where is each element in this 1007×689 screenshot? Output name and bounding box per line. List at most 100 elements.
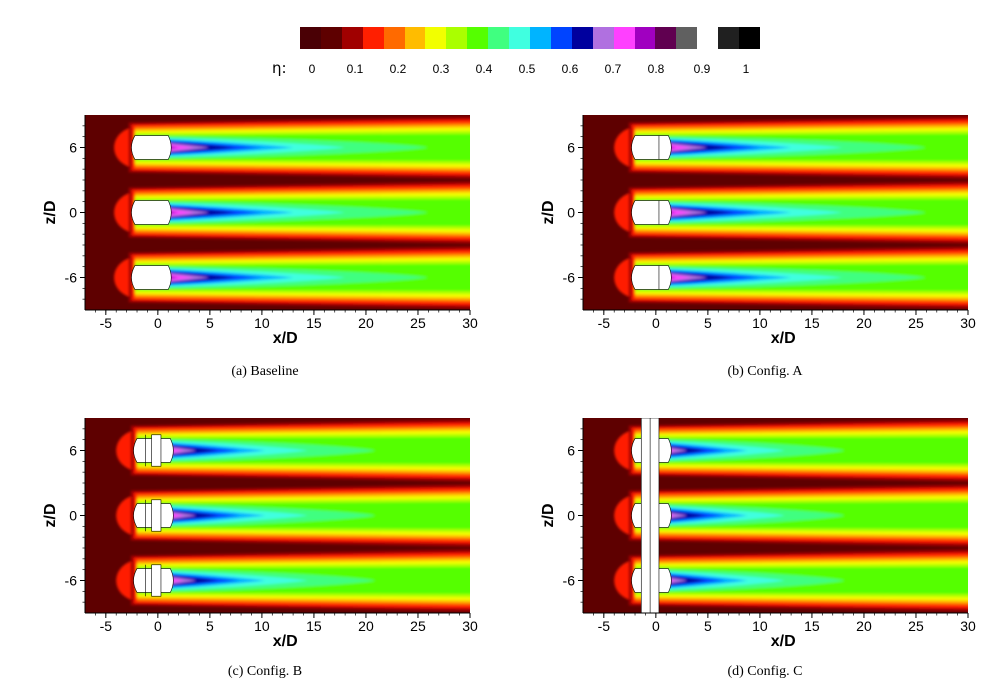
colorbar-swatch [320,27,343,49]
contour-plot-svg: -5 0 5 10 15 20 25 30 6 0 -6 x/D z/D [42,115,478,347]
y-tick-label: 0 [69,508,77,524]
colorbar-tick-label: 1 [742,62,750,76]
x-axis-label: x/D [273,330,298,347]
x-tick-label: 25 [410,315,426,331]
y-tick-label: 6 [567,443,575,459]
x-axis-label: x/D [771,633,796,650]
cooling-hole [631,135,672,160]
x-tick-label: 5 [206,315,214,331]
cooling-hole [131,135,172,160]
colorbar-swatch [613,27,636,49]
jet-wake [614,246,968,309]
x-tick-label: -5 [100,618,113,634]
panel-config-a: -5 0 5 10 15 20 25 30 6 0 -6 x/D z/D [528,108,1007,358]
contour-field [85,418,470,613]
colorbar-tick-label: 0.1 [346,62,364,76]
colorbar-swatch [362,27,385,49]
x-tick-label: -5 [100,315,113,331]
x-tick-label: 5 [206,618,214,634]
x-tick-label: -5 [598,315,611,331]
colorbar-tick-label: 0.8 [647,62,665,76]
x-tick-label: 25 [410,618,426,634]
jet-wake [116,419,470,482]
cooling-hole [131,200,172,225]
x-tick-label: 15 [804,618,820,634]
y-tick-label: 0 [567,508,575,524]
jet-wake [614,419,968,482]
y-tick-label: -6 [65,270,78,286]
axes: -5 0 5 10 15 20 25 30 6 0 -6 x/D z/D [42,115,478,347]
colorbar-swatch [488,27,510,49]
x-tick-label: 20 [856,618,872,634]
jet-wake [114,181,470,244]
x-axis-label: x/D [273,633,298,650]
x-tick-label: 15 [306,618,322,634]
colorbar-tick-label: 0.2 [389,62,407,76]
colorbar-swatch [509,27,531,49]
x-tick-label: 25 [908,618,924,634]
y-tick-label: -6 [65,573,78,589]
caption-config-c: (d) Config. C [727,664,803,679]
colorbar-tick-label: 0.7 [604,62,622,76]
colorbar-swatch [446,27,468,49]
x-tick-label: 0 [154,315,162,331]
y-axis-label: z/D [540,504,557,528]
colorbar-swatch [634,27,656,49]
x-tick-label: -5 [598,618,611,634]
y-axis-label: z/D [42,201,59,225]
colorbar-swatch [425,27,447,49]
jet-wake [116,484,470,547]
colorbar-swatch [676,27,698,49]
upstream-ramp [151,434,162,467]
colorbar-variable-label: η: [272,59,287,77]
x-tick-label: 10 [752,315,768,331]
x-tick-label: 0 [652,315,660,331]
x-tick-label: 20 [358,618,374,634]
colorbar-swatch [739,27,761,49]
contour-plot-svg: -5 0 5 10 15 20 25 30 6 0 -6 x/D z/D [42,418,478,650]
x-tick-label: 20 [358,315,374,331]
colorbar-swatch [655,27,677,49]
colorbar-legend: η: 0 0.1 0.2 0.3 0.4 0.5 0.6 0.7 0.8 0.9 1 [272,27,761,87]
jet-wake [614,484,968,547]
jet-wake [114,246,470,309]
cooling-hole [631,200,672,225]
colorbar-swatch [467,27,489,49]
contour-field [583,418,968,613]
x-axis-label: x/D [771,330,796,347]
colorbar-swatch [300,27,322,49]
x-tick-label: 30 [960,315,976,331]
axes: -5 0 5 10 15 20 25 30 6 0 -6 x/D z/D [42,418,478,650]
x-tick-label: 10 [254,618,270,634]
axes: -5 0 5 10 15 20 25 30 6 0 -6 x/D z/D [540,418,976,650]
y-tick-label: 6 [567,140,575,156]
y-tick-label: 6 [69,443,77,459]
x-tick-label: 30 [462,618,478,634]
colorbar-tick-label: 0.5 [518,62,536,76]
colorbar-swatch [592,27,615,49]
panel-config-c: -5 0 5 10 15 20 25 30 6 0 -6 x/D z/D [528,411,1007,661]
x-tick-label: 15 [804,315,820,331]
colorbar-tick-label: 0.6 [561,62,579,76]
upstream-ramp [151,499,162,532]
contour-plot-svg: -5 0 5 10 15 20 25 30 6 0 -6 x/D z/D [540,115,976,347]
colorbar-swatch [341,27,364,49]
y-tick-label: 0 [567,205,575,221]
x-tick-label: 10 [752,618,768,634]
x-tick-label: 5 [704,618,712,634]
axes: -5 0 5 10 15 20 25 30 6 0 -6 x/D z/D [540,115,976,347]
y-axis-label: z/D [42,504,59,528]
cooling-hole [631,265,672,290]
contour-field [85,115,470,310]
x-tick-label: 15 [306,315,322,331]
colorbar-swatch [383,27,406,49]
colorbar-tick-label: 0.3 [432,62,450,76]
caption-baseline: (a) Baseline [231,364,299,379]
x-tick-label: 30 [462,315,478,331]
colorbar-tick-label: 0.9 [693,62,711,76]
y-axis-label: z/D [540,201,557,225]
colorbar-swatch [718,27,740,49]
caption-config-b: (c) Config. B [227,664,303,679]
y-tick-label: 6 [69,140,77,156]
y-tick-label: 0 [69,205,77,221]
